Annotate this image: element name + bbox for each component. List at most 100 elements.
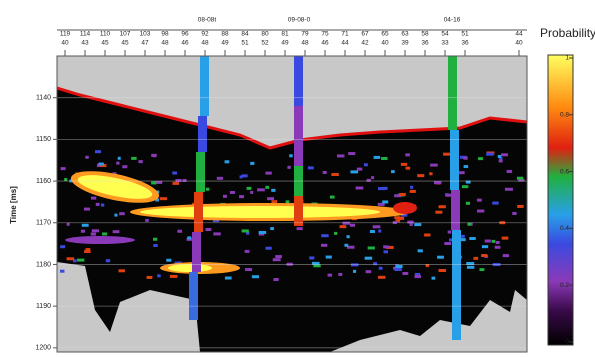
noise-pixel xyxy=(95,150,101,153)
noise-pixel xyxy=(410,223,413,226)
noise-pixel xyxy=(239,195,244,198)
well-segment xyxy=(294,196,303,226)
well-segment xyxy=(294,56,303,106)
noise-pixel xyxy=(265,186,269,189)
trace-label: 71 xyxy=(341,31,349,38)
y-tick-label: 1150 xyxy=(36,136,51,143)
trace-label: 45 xyxy=(101,40,109,47)
noise-pixel xyxy=(85,156,88,159)
noise-pixel xyxy=(381,157,387,160)
noise-pixel xyxy=(502,237,509,240)
colorbar-tick-label: 0.2 xyxy=(560,282,569,289)
well-segment xyxy=(196,152,205,192)
noise-pixel xyxy=(414,275,421,278)
noise-pixel xyxy=(464,165,469,168)
trace-label: 79 xyxy=(301,31,309,38)
well-label: 09-08-0 xyxy=(288,17,311,24)
noise-pixel xyxy=(172,172,177,175)
noise-pixel xyxy=(153,154,157,157)
noise-pixel xyxy=(113,230,120,233)
noise-pixel xyxy=(337,154,344,157)
noise-pixel xyxy=(205,228,211,231)
noise-pixel xyxy=(64,178,67,181)
noise-pixel xyxy=(374,156,381,159)
noise-pixel xyxy=(206,188,209,191)
trace-label: 119 xyxy=(60,31,71,38)
noise-pixel xyxy=(287,166,290,169)
high-prob-zone xyxy=(393,202,417,214)
noise-pixel xyxy=(225,160,230,163)
noise-pixel xyxy=(323,171,327,174)
trace-label: 51 xyxy=(461,31,469,38)
noise-pixel xyxy=(344,244,348,247)
noise-pixel xyxy=(250,162,254,165)
colorbar-tick-label: 0.6 xyxy=(560,168,569,175)
trace-label: 43 xyxy=(81,40,89,47)
trace-label: 92 xyxy=(201,31,209,38)
noise-pixel xyxy=(267,197,274,200)
noise-pixel xyxy=(326,256,332,259)
noise-pixel xyxy=(217,177,223,180)
trace-label: 107 xyxy=(120,31,131,38)
noise-pixel xyxy=(379,267,383,270)
trace-label: 52 xyxy=(261,40,269,47)
noise-pixel xyxy=(60,245,65,248)
noise-pixel xyxy=(492,240,496,243)
noise-pixel xyxy=(172,182,179,185)
noise-pixel xyxy=(177,230,182,233)
noise-pixel xyxy=(371,176,374,179)
noise-pixel xyxy=(430,164,438,167)
noise-pixel xyxy=(463,157,467,160)
colorbar-tick-label: 0 xyxy=(565,339,569,346)
y-tick-label: 1170 xyxy=(36,220,51,227)
trace-label: 65 xyxy=(381,31,389,38)
noise-pixel xyxy=(96,203,100,206)
noise-pixel xyxy=(495,246,501,249)
noise-pixel xyxy=(498,155,502,158)
noise-pixel xyxy=(265,172,271,175)
noise-pixel xyxy=(147,276,153,279)
trace-label: 40 xyxy=(61,40,69,47)
trace-label: 33 xyxy=(441,40,449,47)
noise-pixel xyxy=(410,190,416,193)
trace-label: 45 xyxy=(121,40,129,47)
noise-pixel xyxy=(118,157,121,160)
noise-pixel xyxy=(382,187,387,190)
noise-pixel xyxy=(338,273,342,276)
y-axis-label: Time [ms] xyxy=(9,186,18,224)
noise-pixel xyxy=(365,257,373,260)
trace-label: 54 xyxy=(441,31,449,38)
noise-pixel xyxy=(289,154,293,157)
noise-pixel xyxy=(499,159,503,162)
trace-label: 67 xyxy=(361,31,369,38)
mid-prob-zone xyxy=(65,236,135,244)
noise-pixel xyxy=(259,231,266,234)
noise-pixel xyxy=(160,197,167,200)
trace-label: 39 xyxy=(401,40,409,47)
colorbar xyxy=(548,55,573,345)
noise-pixel xyxy=(297,227,303,230)
noise-pixel xyxy=(460,238,465,241)
noise-pixel xyxy=(321,244,327,247)
noise-pixel xyxy=(213,232,220,235)
noise-pixel xyxy=(507,170,513,173)
noise-pixel xyxy=(92,229,99,232)
trace-label: 103 xyxy=(140,31,151,38)
noise-pixel xyxy=(230,191,235,194)
noise-pixel xyxy=(448,230,452,233)
trace-label: 48 xyxy=(301,40,309,47)
noise-pixel xyxy=(517,205,523,208)
page: Time [ms] Probability 114011501160117011… xyxy=(0,0,595,357)
y-tick-label: 1190 xyxy=(36,303,51,310)
noise-pixel xyxy=(245,250,250,253)
well-segment xyxy=(200,56,209,116)
trace-label: 98 xyxy=(161,31,169,38)
noise-pixel xyxy=(466,202,470,205)
noise-pixel xyxy=(353,270,356,273)
noise-pixel xyxy=(153,244,157,247)
trace-label: 48 xyxy=(201,40,209,47)
noise-pixel xyxy=(175,179,181,182)
noise-pixel xyxy=(410,186,413,189)
noise-pixel xyxy=(378,230,381,233)
noise-pixel xyxy=(469,237,475,240)
